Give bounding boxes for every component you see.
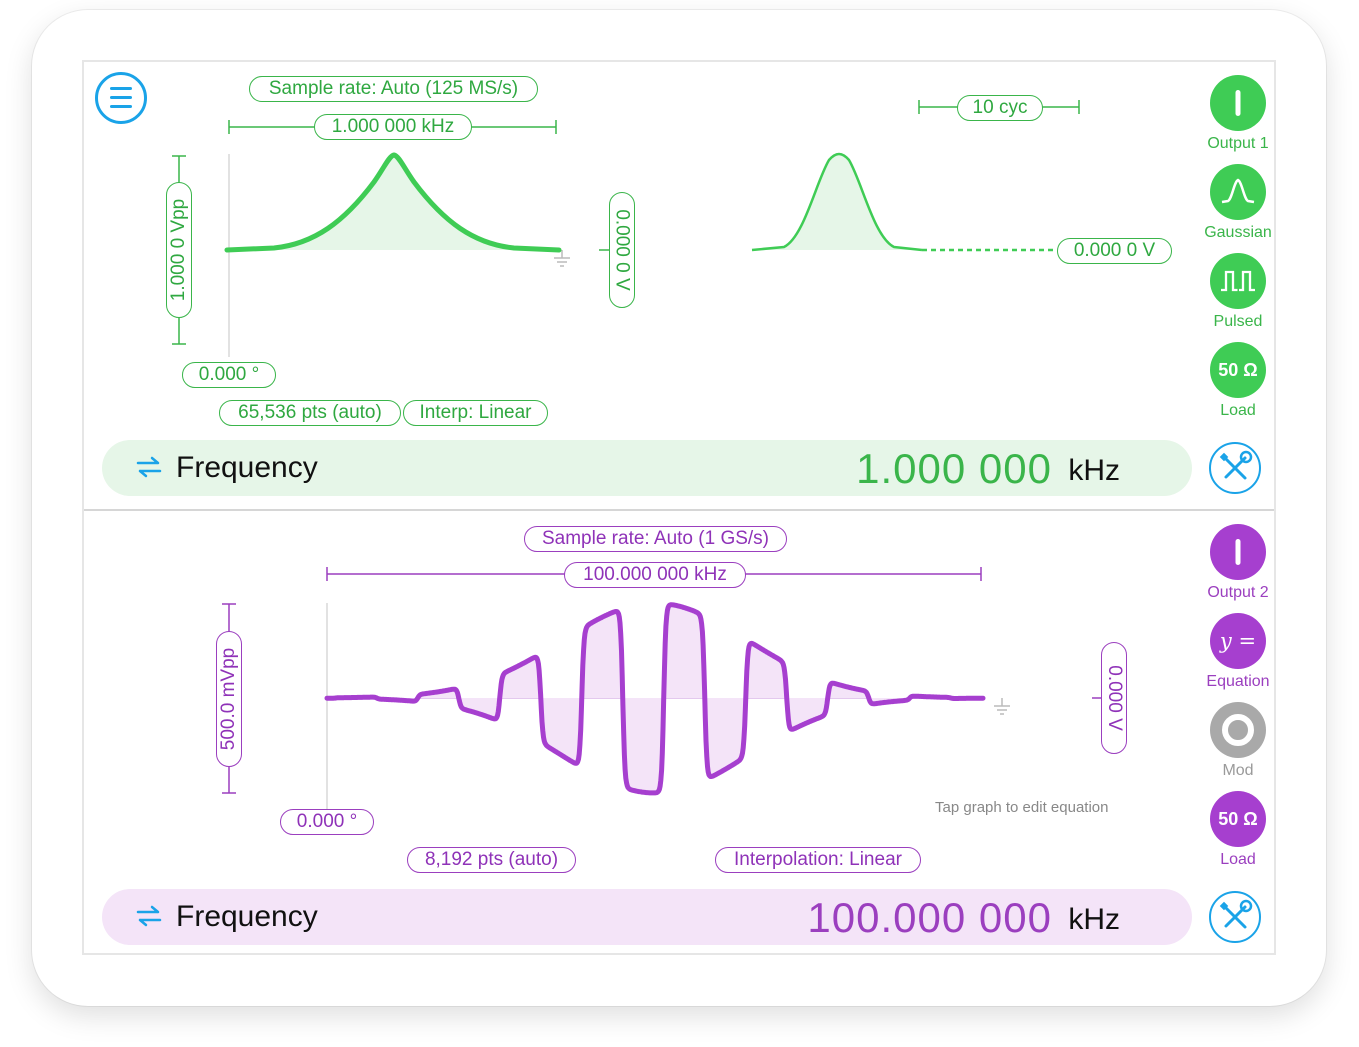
frequency-unit: kHz bbox=[1068, 454, 1120, 487]
equation-waveform-fill bbox=[327, 604, 983, 793]
idle-level-pill[interactable]: 0.000 0 V bbox=[1057, 238, 1172, 264]
frequency-value[interactable]: 1.000 000 bbox=[856, 445, 1052, 492]
offset-pill[interactable]: 0.000 V bbox=[1101, 642, 1127, 754]
frequency-span-pill[interactable]: 100.000 000 kHz bbox=[564, 562, 746, 588]
pulsed-button[interactable] bbox=[1210, 253, 1266, 309]
output-2-label: Output 2 bbox=[1207, 584, 1269, 601]
output-1-button[interactable] bbox=[1210, 75, 1266, 131]
gaussian-label: Gaussian bbox=[1204, 224, 1272, 241]
wrench-screwdriver-icon bbox=[1219, 899, 1253, 929]
frequency-value[interactable]: 100.000 000 bbox=[807, 894, 1052, 941]
interpolation-pill[interactable]: Interpolation: Linear bbox=[715, 847, 921, 873]
modulation-label: Mod bbox=[1222, 762, 1254, 779]
frequency-bar[interactable]: Frequency 1.000 000 kHz bbox=[102, 440, 1192, 496]
phase-pill[interactable]: 0.000 ° bbox=[280, 809, 374, 835]
equation-icon: y = bbox=[1219, 629, 1257, 653]
points-pill[interactable]: 65,536 pts (auto) bbox=[219, 400, 401, 426]
offset-pill[interactable]: 0.000 0 V bbox=[609, 192, 635, 308]
amplitude-pill[interactable]: 1.000 0 Vpp bbox=[166, 182, 192, 318]
amplitude-pill[interactable]: 500.0 mVpp bbox=[216, 631, 242, 767]
ground-icon bbox=[554, 250, 570, 267]
channel-1-panel: Sample rate: Auto (125 MS/s) 1.000 000 k… bbox=[84, 62, 1274, 508]
frequency-unit: kHz bbox=[1068, 903, 1120, 936]
pulse-train-icon bbox=[1221, 270, 1255, 292]
burst-preview-fill bbox=[752, 154, 922, 250]
load-1-button[interactable]: 50 Ω bbox=[1210, 342, 1266, 398]
equation-waveform bbox=[324, 602, 986, 796]
parameter-label: Frequency bbox=[176, 451, 318, 484]
gaussian-waveform-fill bbox=[227, 155, 559, 250]
load-1-label: Load bbox=[1220, 402, 1256, 419]
phase-pill[interactable]: 0.000 ° bbox=[182, 362, 276, 388]
load-icon: 50 Ω bbox=[1218, 808, 1258, 829]
screen: Sample rate: Auto (125 MS/s) 1.000 000 k… bbox=[82, 60, 1276, 955]
tools-button-2[interactable] bbox=[1209, 891, 1261, 943]
gaussian-waveform bbox=[224, 152, 562, 253]
wrench-screwdriver-icon bbox=[1219, 450, 1253, 480]
sample-rate-pill[interactable]: Sample rate: Auto (1 GS/s) bbox=[524, 526, 787, 552]
parameter-label: Frequency bbox=[176, 900, 318, 933]
equation-label: Equation bbox=[1206, 673, 1270, 690]
power-icon bbox=[1235, 539, 1241, 565]
menu-button[interactable] bbox=[95, 72, 147, 124]
burst-preview-waveform bbox=[751, 152, 923, 252]
gaussian-button[interactable] bbox=[1210, 164, 1266, 220]
output-1-label: Output 1 bbox=[1207, 135, 1269, 152]
output-2-button[interactable] bbox=[1210, 524, 1266, 580]
modulation-icon bbox=[1222, 714, 1254, 746]
load-2-button[interactable]: 50 Ω bbox=[1210, 791, 1266, 847]
equation-button[interactable]: y = bbox=[1210, 613, 1266, 669]
points-pill[interactable]: 8,192 pts (auto) bbox=[407, 847, 576, 873]
frequency-bar[interactable]: Frequency 100.000 000 kHz bbox=[102, 889, 1192, 945]
burst-cycles-pill[interactable]: 10 cyc bbox=[957, 95, 1043, 121]
amplitude-label: 500.0 mVpp bbox=[218, 647, 239, 751]
edit-equation-hint: Tap graph to edit equation bbox=[935, 799, 1109, 816]
modulation-button[interactable] bbox=[1210, 702, 1266, 758]
frequency-span-pill[interactable]: 1.000 000 kHz bbox=[314, 114, 472, 140]
power-icon bbox=[1235, 90, 1241, 116]
load-2-label: Load bbox=[1220, 851, 1256, 868]
offset-label: 0.000 0 V bbox=[612, 209, 633, 291]
load-icon: 50 Ω bbox=[1218, 359, 1258, 380]
tools-button-1[interactable] bbox=[1209, 442, 1261, 494]
swap-arrows-icon bbox=[136, 905, 162, 927]
swap-arrows-icon bbox=[136, 456, 162, 478]
offset-label: 0.000 V bbox=[1104, 665, 1125, 731]
ground-icon bbox=[994, 698, 1010, 715]
sample-rate-pill[interactable]: Sample rate: Auto (125 MS/s) bbox=[249, 76, 538, 102]
amplitude-label: 1.000 0 Vpp bbox=[168, 198, 190, 302]
channel-2-panel: Sample rate: Auto (1 GS/s) 100.000 000 k… bbox=[84, 509, 1274, 957]
pulsed-label: Pulsed bbox=[1213, 313, 1263, 330]
gaussian-wave-icon bbox=[1221, 178, 1255, 204]
interpolation-pill[interactable]: Interp: Linear bbox=[403, 400, 548, 426]
